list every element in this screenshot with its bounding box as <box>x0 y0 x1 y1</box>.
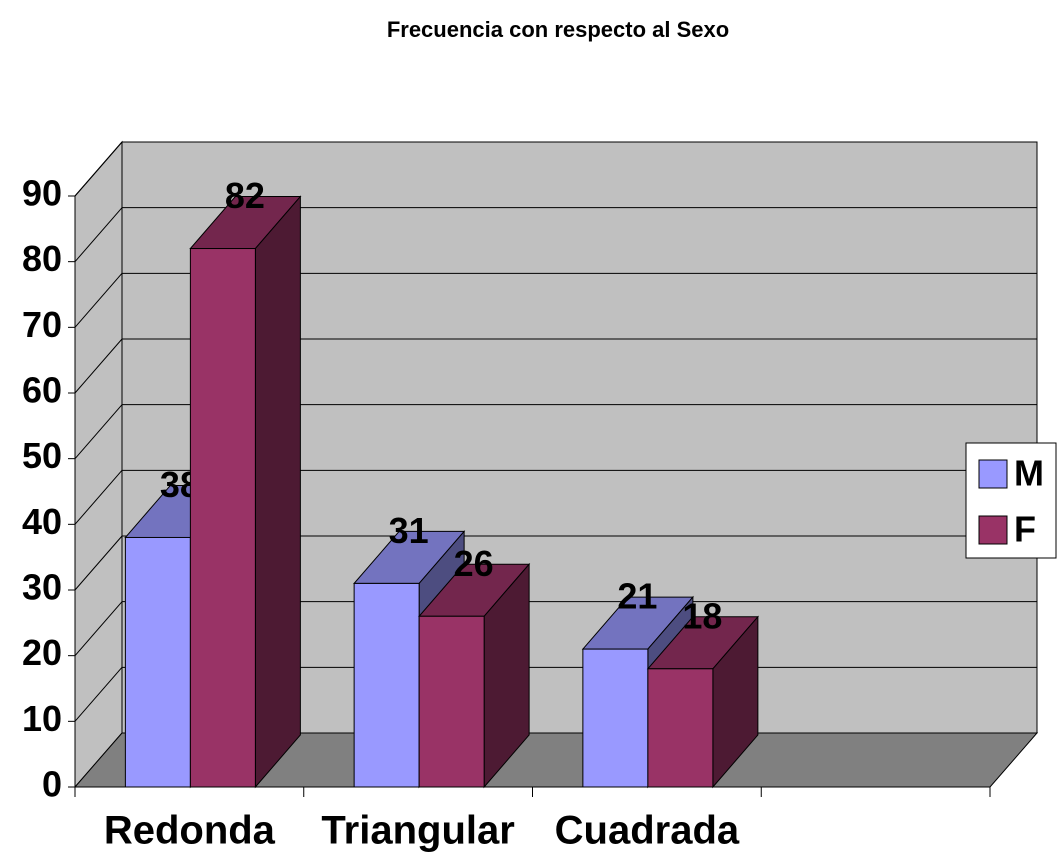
y-tick-label: 80 <box>22 238 62 279</box>
x-tick-label: Cuadrada <box>555 809 740 853</box>
data-label: 31 <box>389 510 429 551</box>
x-tick-label: Triangular <box>321 809 514 853</box>
grid-line <box>74 535 123 591</box>
grid-line <box>74 273 123 328</box>
bar-side <box>254 195 301 789</box>
grid-line <box>74 404 123 459</box>
data-label: 18 <box>682 595 722 636</box>
legend-label: F <box>1014 509 1036 550</box>
data-label: 26 <box>454 543 494 584</box>
y-tick-label: 90 <box>22 173 62 214</box>
y-tick-label: 50 <box>22 435 62 476</box>
legend-swatch <box>978 459 1008 489</box>
side-wall <box>74 140 123 789</box>
bar <box>353 582 420 788</box>
y-tick-label: 60 <box>22 370 62 411</box>
grid-line <box>74 601 123 656</box>
grid-line <box>74 470 123 525</box>
legend-label: M <box>1014 453 1044 494</box>
y-tick-label: 30 <box>22 567 62 608</box>
y-tick-label: 40 <box>22 501 62 542</box>
bar <box>189 248 256 788</box>
grid-line <box>74 667 123 722</box>
legend-swatch <box>978 515 1008 545</box>
data-label: 21 <box>617 576 657 617</box>
y-tick-label: 70 <box>22 304 62 345</box>
x-tick-label: Redonda <box>104 809 276 853</box>
grid-line <box>74 207 123 262</box>
grid-line <box>74 338 123 394</box>
y-tick-label: 0 <box>42 764 62 805</box>
bar <box>582 648 649 788</box>
data-label: 82 <box>225 175 265 216</box>
bar <box>647 668 714 788</box>
bar <box>124 536 191 788</box>
bar <box>418 615 485 788</box>
grid-line <box>74 141 123 197</box>
chart-title: Frecuencia con respecto al Sexo <box>387 17 729 42</box>
y-tick-label: 10 <box>22 698 62 739</box>
y-tick-label: 20 <box>22 632 62 673</box>
